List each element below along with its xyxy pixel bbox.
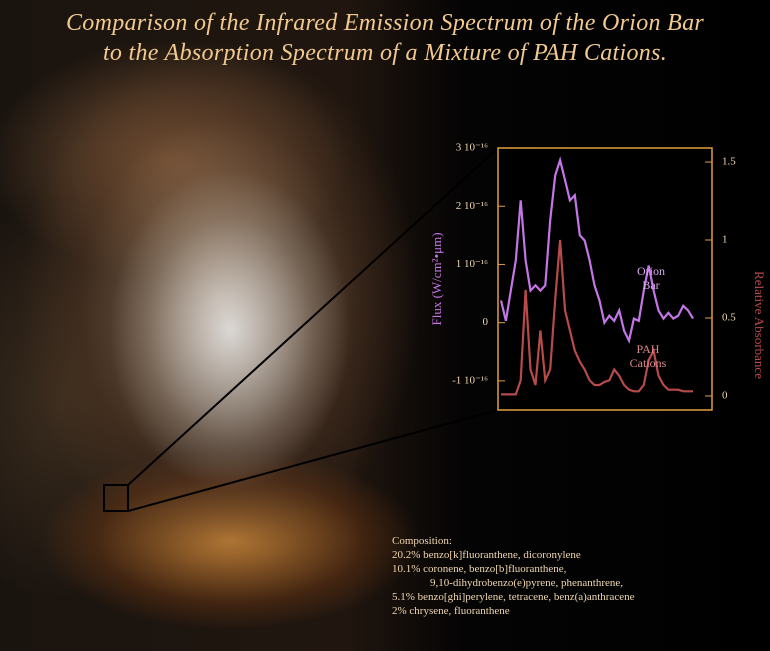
y-tick-label: -1 10⁻¹⁶ xyxy=(452,374,488,386)
y2-tick-label: 0.5 xyxy=(722,312,736,324)
composition-line: Composition: xyxy=(392,535,452,547)
title-line: to the Absorption Spectrum of a Mixture … xyxy=(102,40,668,66)
y2-tick-label: 1.5 xyxy=(722,156,736,168)
series-line xyxy=(501,239,693,396)
zoom-line xyxy=(127,147,499,486)
composition-line: 9,10-dihydrobenzo(e)pyrene, phenanthrene… xyxy=(430,577,624,589)
series-label: PAH Cations xyxy=(629,342,667,370)
composition-line: 5.1% benzo[ghi]perylene, tetracene, benz… xyxy=(392,591,635,603)
y-tick-label: 0 xyxy=(483,316,489,328)
composition-line: 20.2% benzo[k]fluoranthene, dicoronylene xyxy=(392,549,581,561)
title-line: Comparison of the Infrared Emission Spec… xyxy=(65,10,705,36)
y-tick-label: 3 10⁻¹⁶ xyxy=(456,142,488,154)
y-tick-label: 2 10⁻¹⁶ xyxy=(456,200,488,212)
y-tick-label: 1 10⁻¹⁶ xyxy=(456,258,488,270)
series-label: Orion Bar xyxy=(637,264,665,292)
y2-tick-label: 1 xyxy=(722,234,728,246)
y-axis-label: Flux (W/cm²•μm) xyxy=(429,232,444,325)
composition-line: 2% chrysene, fluoranthene xyxy=(392,605,510,617)
y2-tick-label: 0 xyxy=(722,389,728,401)
plot-frame xyxy=(497,147,713,411)
zoom-line xyxy=(127,409,499,512)
composition-line: 10.1% coronene, benzo[b]fluoranthene, xyxy=(392,563,567,575)
y2-axis-label: Relative Absorbance xyxy=(752,271,767,379)
region-box xyxy=(103,484,129,512)
series-line xyxy=(499,156,694,344)
